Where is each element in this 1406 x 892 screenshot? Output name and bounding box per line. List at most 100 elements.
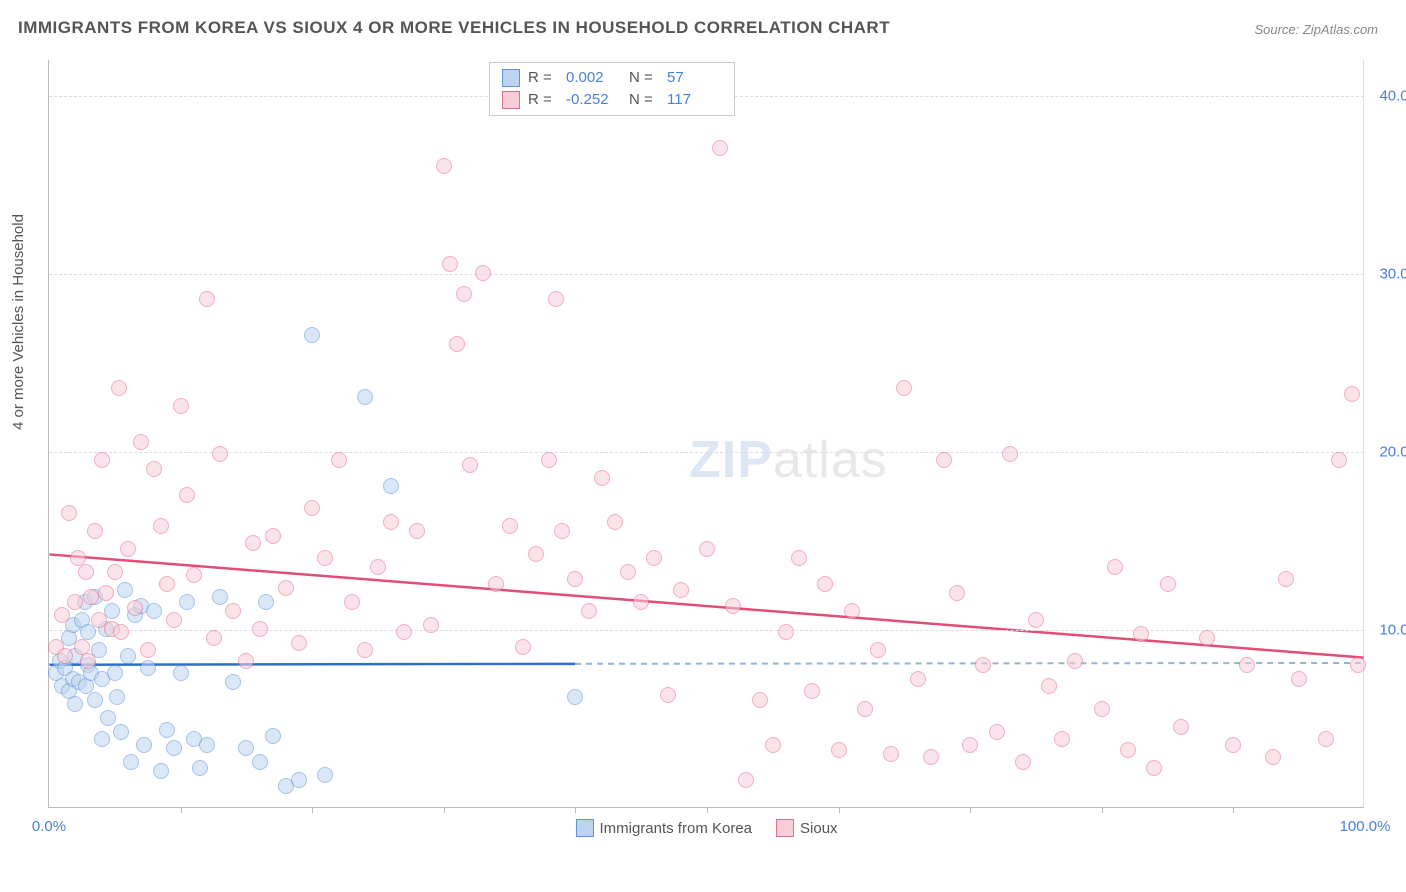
x-tick xyxy=(575,807,576,813)
scatter-point xyxy=(80,653,96,669)
scatter-point xyxy=(107,665,123,681)
scatter-point xyxy=(304,500,320,516)
x-tick-label: 0.0% xyxy=(32,818,66,835)
scatter-point xyxy=(502,518,518,534)
scatter-point xyxy=(673,582,689,598)
scatter-point xyxy=(153,518,169,534)
scatter-point xyxy=(146,461,162,477)
scatter-point xyxy=(462,457,478,473)
scatter-point xyxy=(146,603,162,619)
scatter-point xyxy=(109,689,125,705)
x-tick xyxy=(839,807,840,813)
scatter-point xyxy=(396,624,412,640)
legend-r-label: R = xyxy=(528,67,558,89)
scatter-point xyxy=(1239,657,1255,673)
scatter-point xyxy=(515,639,531,655)
scatter-point xyxy=(962,737,978,753)
legend-series-label: Immigrants from Korea xyxy=(599,820,752,837)
scatter-point xyxy=(791,550,807,566)
scatter-point xyxy=(594,470,610,486)
scatter-point xyxy=(265,528,281,544)
scatter-point xyxy=(252,621,268,637)
scatter-point xyxy=(291,772,307,788)
scatter-point xyxy=(910,671,926,687)
scatter-point xyxy=(192,760,208,776)
scatter-point xyxy=(225,674,241,690)
scatter-point xyxy=(225,603,241,619)
scatter-point xyxy=(1350,657,1366,673)
scatter-point xyxy=(383,514,399,530)
scatter-point xyxy=(1067,653,1083,669)
legend-swatch xyxy=(575,819,593,837)
scatter-point xyxy=(113,624,129,640)
scatter-point xyxy=(1054,731,1070,747)
scatter-point xyxy=(989,724,1005,740)
scatter-point xyxy=(199,737,215,753)
scatter-point xyxy=(100,710,116,726)
scatter-point xyxy=(331,452,347,468)
scatter-point xyxy=(1160,576,1176,592)
legend-swatch xyxy=(776,819,794,837)
scatter-point xyxy=(1291,671,1307,687)
scatter-point xyxy=(660,687,676,703)
scatter-point xyxy=(1120,742,1136,758)
legend-n-value: 57 xyxy=(667,67,722,89)
legend-swatch xyxy=(502,91,520,109)
scatter-point xyxy=(113,724,129,740)
scatter-point xyxy=(123,754,139,770)
legend-series-item: Immigrants from Korea xyxy=(575,819,752,837)
scatter-point xyxy=(166,740,182,756)
scatter-point xyxy=(252,754,268,770)
scatter-point xyxy=(409,523,425,539)
scatter-point xyxy=(107,564,123,580)
legend-correlation-row: R =-0.252N =117 xyxy=(502,89,722,111)
scatter-point xyxy=(173,665,189,681)
y-tick-label: 10.0% xyxy=(1379,621,1406,638)
legend-n-label: N = xyxy=(629,89,659,111)
grid-line xyxy=(49,274,1364,275)
scatter-point xyxy=(423,617,439,633)
x-tick xyxy=(181,807,182,813)
scatter-point xyxy=(117,582,133,598)
scatter-point xyxy=(94,452,110,468)
scatter-point xyxy=(975,657,991,673)
scatter-point xyxy=(67,594,83,610)
scatter-point xyxy=(949,585,965,601)
legend-n-value: 117 xyxy=(667,89,722,111)
scatter-point xyxy=(159,722,175,738)
scatter-point xyxy=(206,630,222,646)
scatter-point xyxy=(765,737,781,753)
x-tick xyxy=(1102,807,1103,813)
x-tick xyxy=(312,807,313,813)
grid-line xyxy=(49,452,1364,453)
scatter-point xyxy=(370,559,386,575)
scatter-point xyxy=(646,550,662,566)
scatter-point xyxy=(238,740,254,756)
legend-r-value: 0.002 xyxy=(566,67,621,89)
scatter-point xyxy=(199,291,215,307)
scatter-point xyxy=(607,514,623,530)
scatter-point xyxy=(1331,452,1347,468)
scatter-point xyxy=(1094,701,1110,717)
x-tick xyxy=(970,807,971,813)
scatter-point xyxy=(436,158,452,174)
grid-line xyxy=(49,630,1364,631)
scatter-point xyxy=(120,648,136,664)
scatter-point xyxy=(870,642,886,658)
x-tick-label: 100.0% xyxy=(1340,818,1391,835)
scatter-point xyxy=(1146,760,1162,776)
scatter-point xyxy=(936,452,952,468)
scatter-point xyxy=(725,598,741,614)
watermark-zip: ZIP xyxy=(689,431,773,489)
scatter-point xyxy=(278,580,294,596)
scatter-point xyxy=(1225,737,1241,753)
scatter-point xyxy=(94,731,110,747)
scatter-point xyxy=(1002,446,1018,462)
scatter-point xyxy=(344,594,360,610)
scatter-point xyxy=(245,535,261,551)
scatter-point xyxy=(1028,612,1044,628)
scatter-point xyxy=(1041,678,1057,694)
scatter-point xyxy=(87,692,103,708)
legend-series: Immigrants from KoreaSioux xyxy=(575,819,837,837)
scatter-point xyxy=(548,291,564,307)
